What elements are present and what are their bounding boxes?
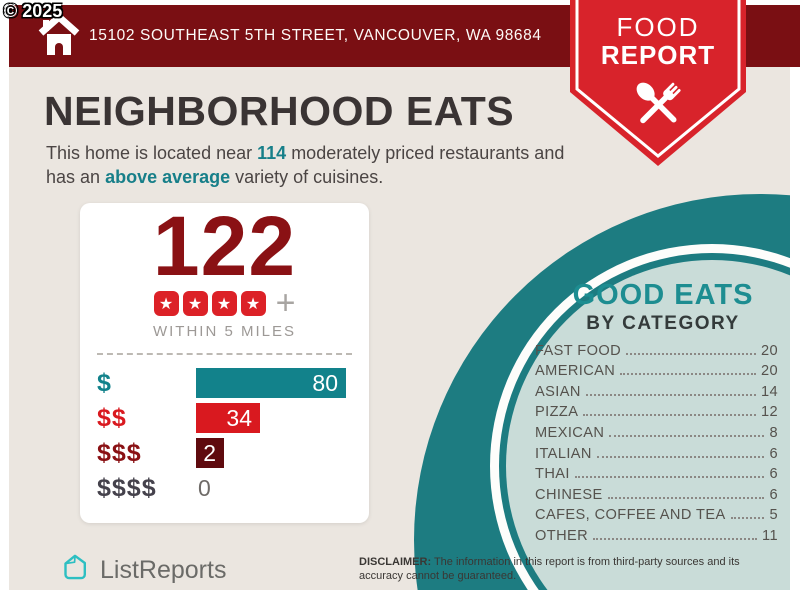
home-icon bbox=[38, 11, 80, 66]
dotted-leader bbox=[585, 393, 756, 396]
category-row: ITALIAN 6 bbox=[535, 441, 778, 462]
listreports-brand-text: ListReports bbox=[100, 555, 227, 584]
price-bar-row: $80 bbox=[97, 368, 369, 398]
category-count: 20 bbox=[760, 363, 778, 380]
category-name: PIZZA bbox=[535, 404, 579, 421]
star-icon: ★ bbox=[153, 291, 179, 316]
price-tier-label: $$$ bbox=[97, 438, 142, 467]
food-report-badge: FOOD REPORT bbox=[570, 0, 746, 168]
category-count: 6 bbox=[769, 445, 778, 462]
category-row: THAI 6 bbox=[535, 462, 778, 483]
category-name: THAI bbox=[535, 466, 570, 483]
dotted-leader bbox=[596, 455, 765, 458]
dotted-leader bbox=[609, 434, 765, 437]
category-name: MEXICAN bbox=[535, 424, 605, 441]
intro-highlight-variety: above average bbox=[105, 167, 231, 187]
page-title: NEIGHBORHOOD EATS bbox=[44, 88, 515, 134]
good-eats-header: GOOD EATS BY CATEGORY bbox=[520, 279, 800, 335]
category-name: CAFES, COFFEE AND TEA bbox=[535, 507, 726, 524]
plus-icon: + bbox=[275, 284, 296, 322]
dotted-leader bbox=[607, 496, 765, 499]
price-tier-label: $$$$ bbox=[97, 473, 157, 502]
category-count: 6 bbox=[769, 486, 778, 503]
category-count: 12 bbox=[760, 404, 778, 421]
dotted-leader bbox=[574, 476, 765, 479]
utensils-icon bbox=[630, 76, 686, 137]
star-icon: ★ bbox=[211, 291, 237, 316]
disclaimer-text: DISCLAIMER: The information in this repo… bbox=[359, 556, 740, 582]
category-name: ITALIAN bbox=[535, 445, 592, 462]
category-row: PIZZA 12 bbox=[535, 400, 778, 421]
intro-segment: moderately priced restaurants and bbox=[291, 143, 565, 163]
star-icon: ★ bbox=[182, 291, 208, 316]
price-bar: 80 bbox=[196, 368, 346, 398]
intro-segment: This home is located near bbox=[46, 143, 253, 163]
disclaimer-label: DISCLAIMER: bbox=[359, 556, 432, 568]
category-row: FAST FOOD 20 bbox=[535, 338, 778, 359]
category-name: OTHER bbox=[535, 527, 589, 544]
category-row: CHINESE 6 bbox=[535, 482, 778, 503]
category-name: CHINESE bbox=[535, 486, 603, 503]
price-tier-bar-chart: $80 $$ 34 $$$ 2 $$$$ 0 bbox=[80, 368, 369, 503]
badge-title-line2: REPORT bbox=[600, 40, 716, 70]
category-count: 14 bbox=[760, 383, 778, 400]
price-tier-label: $ bbox=[97, 368, 112, 397]
intro-text: This home is located near 114 moderately… bbox=[46, 141, 591, 189]
star-icon: ★ bbox=[240, 291, 266, 316]
price-bar-row: $$$$ 0 bbox=[97, 473, 369, 503]
category-count: 11 bbox=[762, 527, 778, 544]
category-row: CAFES, COFFEE AND TEA 5 bbox=[535, 503, 778, 524]
category-count: 20 bbox=[760, 342, 778, 359]
category-row: AMERICAN 20 bbox=[535, 359, 778, 380]
dotted-leader bbox=[593, 537, 758, 540]
category-row: OTHER 11 bbox=[535, 523, 778, 544]
price-bar-row: $$ 34 bbox=[97, 403, 369, 433]
good-eats-subtitle: BY CATEGORY bbox=[586, 313, 740, 334]
price-bar-zero-value: 0 bbox=[198, 474, 211, 501]
star-rating-row: ★ ★ ★ ★ + bbox=[80, 284, 369, 322]
price-bar: 2 bbox=[196, 438, 224, 468]
category-name: AMERICAN bbox=[535, 363, 616, 380]
dotted-leader bbox=[730, 517, 765, 520]
dashed-divider bbox=[97, 353, 352, 355]
price-bar-row: $$$ 2 bbox=[97, 438, 369, 468]
category-count: 6 bbox=[769, 466, 778, 483]
badge-ribbon-shape bbox=[570, 0, 746, 166]
category-row: ASIAN 14 bbox=[535, 379, 778, 400]
price-bar: 34 bbox=[196, 403, 260, 433]
listreports-brand: ListReports bbox=[60, 552, 226, 588]
restaurant-count: 122 bbox=[152, 199, 297, 293]
good-eats-category-list: FAST FOOD 20 AMERICAN 20 ASIAN 14 PIZZA 12 MEXIC… bbox=[535, 338, 778, 544]
property-address: 15102 SOUTHEAST 5TH STREET, VANCOUVER, W… bbox=[89, 27, 542, 44]
listreports-logo-icon bbox=[60, 552, 91, 588]
category-name: ASIAN bbox=[535, 383, 581, 400]
good-eats-title: GOOD EATS bbox=[572, 279, 754, 311]
dotted-leader bbox=[620, 373, 756, 376]
copyright-text: © 2025 bbox=[4, 1, 63, 21]
badge-title-line1: FOOD bbox=[616, 12, 700, 42]
intro-segment: has an bbox=[46, 167, 101, 187]
category-name: FAST FOOD bbox=[535, 342, 622, 359]
dotted-leader bbox=[583, 414, 756, 417]
dotted-leader bbox=[626, 352, 756, 355]
price-tier-label: $$ bbox=[97, 403, 127, 432]
restaurant-summary-card: 122 ★ ★ ★ ★ + WITHIN 5 MILES $80 $$ 34 $$$ 2 $$$$… bbox=[80, 203, 369, 523]
intro-segment: variety of cuisines. bbox=[235, 167, 384, 187]
category-row: MEXICAN 8 bbox=[535, 420, 778, 441]
category-count: 8 bbox=[769, 424, 778, 441]
intro-highlight-count: 114 bbox=[257, 143, 287, 163]
radius-label: WITHIN 5 MILES bbox=[152, 323, 296, 340]
category-count: 5 bbox=[769, 507, 778, 524]
